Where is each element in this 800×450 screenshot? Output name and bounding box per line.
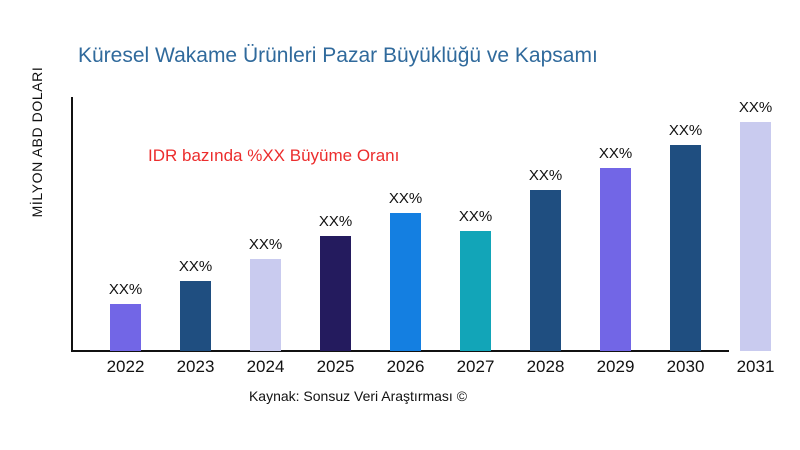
x-tick-label-2029: 2029 (596, 357, 635, 376)
chart-title: Küresel Wakame Ürünleri Pazar Büyüklüğü … (78, 44, 598, 67)
y-axis-label: MİLYON ABD DOLARI (29, 66, 45, 218)
x-tick-label-2025: 2025 (316, 357, 355, 376)
y-axis-line (71, 97, 73, 352)
bar-value-label-2027: XX% (458, 208, 493, 225)
bar-value-label-2031: XX% (738, 99, 773, 116)
bar-2027 (460, 231, 491, 351)
growth-rate-annotation: IDR bazında %XX Büyüme Oranı (148, 146, 400, 165)
bar-value-label-2024: XX% (248, 236, 283, 253)
x-tick-label-2022: 2022 (106, 357, 145, 376)
x-tick-label-2024: 2024 (246, 357, 285, 376)
source-caption: Kaynak: Sonsuz Veri Araştırması © (248, 388, 468, 404)
bar-2030 (670, 145, 701, 351)
x-tick-label-2030: 2030 (666, 357, 705, 376)
bar-value-label-2028: XX% (528, 167, 563, 184)
bar-value-label-2025: XX% (318, 213, 353, 230)
x-tick-label-2026: 2026 (386, 357, 425, 376)
x-tick-label-2028: 2028 (526, 357, 565, 376)
bar-value-label-2023: XX% (178, 258, 213, 275)
bar-2029 (600, 168, 631, 351)
bar-2026 (390, 213, 421, 351)
x-tick-label-2023: 2023 (176, 357, 215, 376)
bar-value-label-2026: XX% (388, 190, 423, 207)
x-tick-label-2027: 2027 (456, 357, 495, 376)
bar-2024 (250, 259, 281, 351)
bar-2022 (110, 304, 141, 351)
bar-2028 (530, 190, 561, 351)
bar-value-label-2030: XX% (668, 122, 703, 139)
bar-2031 (740, 122, 771, 351)
bar-value-label-2029: XX% (598, 145, 633, 162)
x-axis-line (71, 350, 729, 352)
bar-2023 (180, 281, 211, 351)
bar-2025 (320, 236, 351, 351)
x-tick-label-2031: 2031 (736, 357, 775, 376)
bar-value-label-2022: XX% (108, 281, 143, 298)
